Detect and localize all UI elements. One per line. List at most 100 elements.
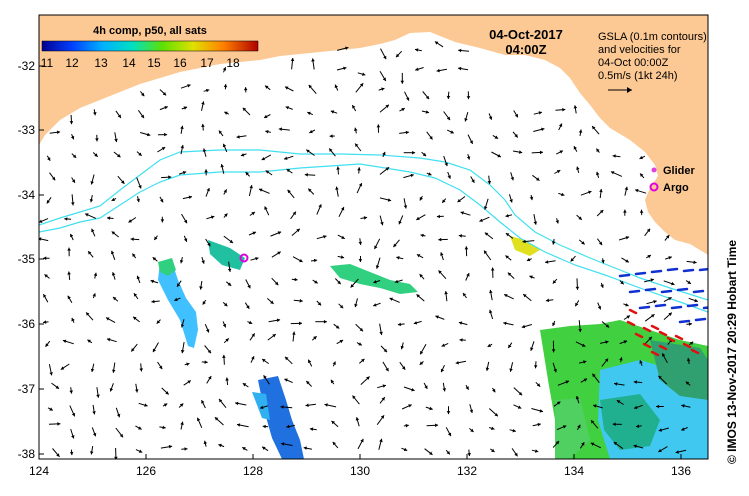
velocity-arrowhead bbox=[636, 424, 640, 428]
velocity-arrowhead bbox=[242, 447, 246, 451]
velocity-arrowhead bbox=[551, 241, 556, 245]
velocity-arrowhead bbox=[93, 112, 97, 116]
velocity-arrowhead bbox=[681, 404, 685, 408]
velocity-arrowhead bbox=[150, 279, 155, 284]
velocity-arrowhead bbox=[206, 188, 210, 192]
velocity-arrowhead bbox=[308, 359, 312, 364]
velocity-arrowhead bbox=[43, 294, 47, 298]
velocity-arrowhead bbox=[56, 453, 60, 457]
velocity-arrowhead bbox=[561, 192, 565, 197]
velocity-arrowhead bbox=[43, 256, 47, 260]
velocity-arrowhead bbox=[436, 68, 440, 73]
velocity-arrowhead bbox=[131, 348, 135, 352]
velocity-arrowhead bbox=[530, 347, 534, 351]
velocity-arrowhead bbox=[463, 293, 467, 297]
velocity-arrowhead bbox=[70, 135, 75, 140]
velocity-arrowhead bbox=[576, 166, 580, 170]
lon-tick-label: 132 bbox=[457, 464, 477, 478]
velocity-arrowhead bbox=[323, 235, 327, 239]
velocity-arrowhead bbox=[537, 422, 541, 427]
glider-track-blue bbox=[628, 289, 641, 294]
velocity-arrowhead bbox=[183, 238, 188, 242]
velocity-arrowhead bbox=[389, 297, 393, 301]
velocity-arrowhead bbox=[614, 382, 618, 386]
scale-arrowhead-icon bbox=[627, 87, 632, 93]
velocity-arrowhead bbox=[396, 53, 400, 58]
velocity-arrowhead bbox=[573, 146, 577, 150]
velocity-arrowhead bbox=[416, 294, 420, 298]
velocity-arrowhead bbox=[552, 280, 557, 284]
velocity-arrowhead bbox=[444, 291, 448, 295]
velocity-arrowhead bbox=[597, 306, 602, 310]
velocity-arrowhead bbox=[362, 72, 366, 76]
velocity-arrowhead bbox=[646, 228, 651, 233]
velocity-arrowhead bbox=[534, 449, 539, 453]
velocity-arrowhead bbox=[274, 281, 279, 286]
velocity-arrowhead bbox=[393, 243, 397, 248]
velocity-arrowhead bbox=[464, 118, 468, 122]
velocity-arrowhead bbox=[242, 383, 247, 387]
velocity-arrowhead bbox=[694, 298, 698, 303]
glider-track-blue bbox=[676, 287, 689, 292]
velocity-arrowhead bbox=[514, 113, 518, 118]
velocity-arrows bbox=[39, 41, 698, 459]
velocity-arrowhead bbox=[485, 367, 490, 371]
sst-patch-yellow bbox=[510, 236, 540, 256]
velocity-arrowhead bbox=[553, 368, 557, 373]
velocity-arrowhead bbox=[487, 343, 492, 347]
velocity-arrowhead bbox=[373, 303, 377, 307]
velocity-arrowhead bbox=[355, 417, 360, 421]
velocity-arrowhead bbox=[138, 426, 142, 430]
velocity-arrowhead bbox=[354, 303, 358, 308]
velocity-arrowhead bbox=[599, 210, 604, 214]
velocity-arrowhead bbox=[94, 153, 98, 157]
velocity-arrowhead bbox=[653, 300, 657, 304]
velocity-arrowhead bbox=[383, 55, 387, 60]
velocity-arrowhead bbox=[290, 58, 295, 62]
velocity-arrowhead bbox=[243, 87, 248, 91]
glider-track-blue bbox=[694, 317, 707, 322]
glider-track-red bbox=[682, 342, 692, 349]
velocity-arrowhead bbox=[376, 124, 381, 128]
velocity-arrowhead bbox=[116, 413, 121, 418]
velocity-arrowhead bbox=[510, 177, 514, 181]
land-mass bbox=[39, 15, 708, 255]
velocity-arrowhead bbox=[62, 339, 67, 343]
velocity-arrowhead bbox=[187, 380, 191, 384]
velocity-arrowhead bbox=[90, 368, 95, 372]
velocity-arrowhead bbox=[366, 376, 370, 380]
glider-tracks bbox=[618, 267, 708, 357]
velocity-arrowhead bbox=[419, 361, 424, 365]
velocity-arrowhead bbox=[224, 111, 228, 115]
colorbar-tick-label: 16 bbox=[173, 56, 187, 70]
velocity-arrowhead bbox=[592, 126, 596, 130]
lon-tick-label: 134 bbox=[564, 464, 584, 478]
velocity-arrowhead bbox=[466, 156, 471, 160]
velocity-arrowhead bbox=[455, 361, 459, 365]
glider-track-red bbox=[650, 324, 660, 331]
velocity-arrowhead bbox=[604, 358, 609, 362]
velocity-arrowhead bbox=[133, 316, 137, 320]
velocity-arrowhead bbox=[387, 198, 392, 202]
velocity-arrowhead bbox=[119, 433, 123, 438]
velocity-arrowhead bbox=[460, 211, 464, 215]
velocity-arrowhead bbox=[539, 409, 543, 413]
velocity-arrowhead bbox=[469, 409, 474, 413]
colorbar-tick-label: 11 bbox=[41, 56, 54, 70]
velocity-arrowhead bbox=[666, 235, 670, 239]
velocity-arrowhead bbox=[151, 299, 155, 304]
glider-legend-label: Glider bbox=[663, 165, 696, 177]
velocity-arrowhead bbox=[286, 169, 291, 173]
velocity-arrowhead bbox=[188, 195, 192, 199]
velocity-arrowhead bbox=[440, 252, 444, 256]
velocity-arrowhead bbox=[415, 67, 419, 71]
velocity-arrowhead bbox=[219, 399, 223, 403]
velocity-arrowhead bbox=[416, 216, 420, 220]
velocity-arrowhead bbox=[144, 403, 148, 407]
velocity-arrowhead bbox=[488, 116, 493, 120]
glider-track-blue bbox=[670, 305, 683, 310]
velocity-arrowhead bbox=[555, 441, 560, 445]
gsla-line-1: GSLA (0.1m contours) bbox=[598, 31, 707, 43]
velocity-arrowhead bbox=[67, 271, 71, 275]
